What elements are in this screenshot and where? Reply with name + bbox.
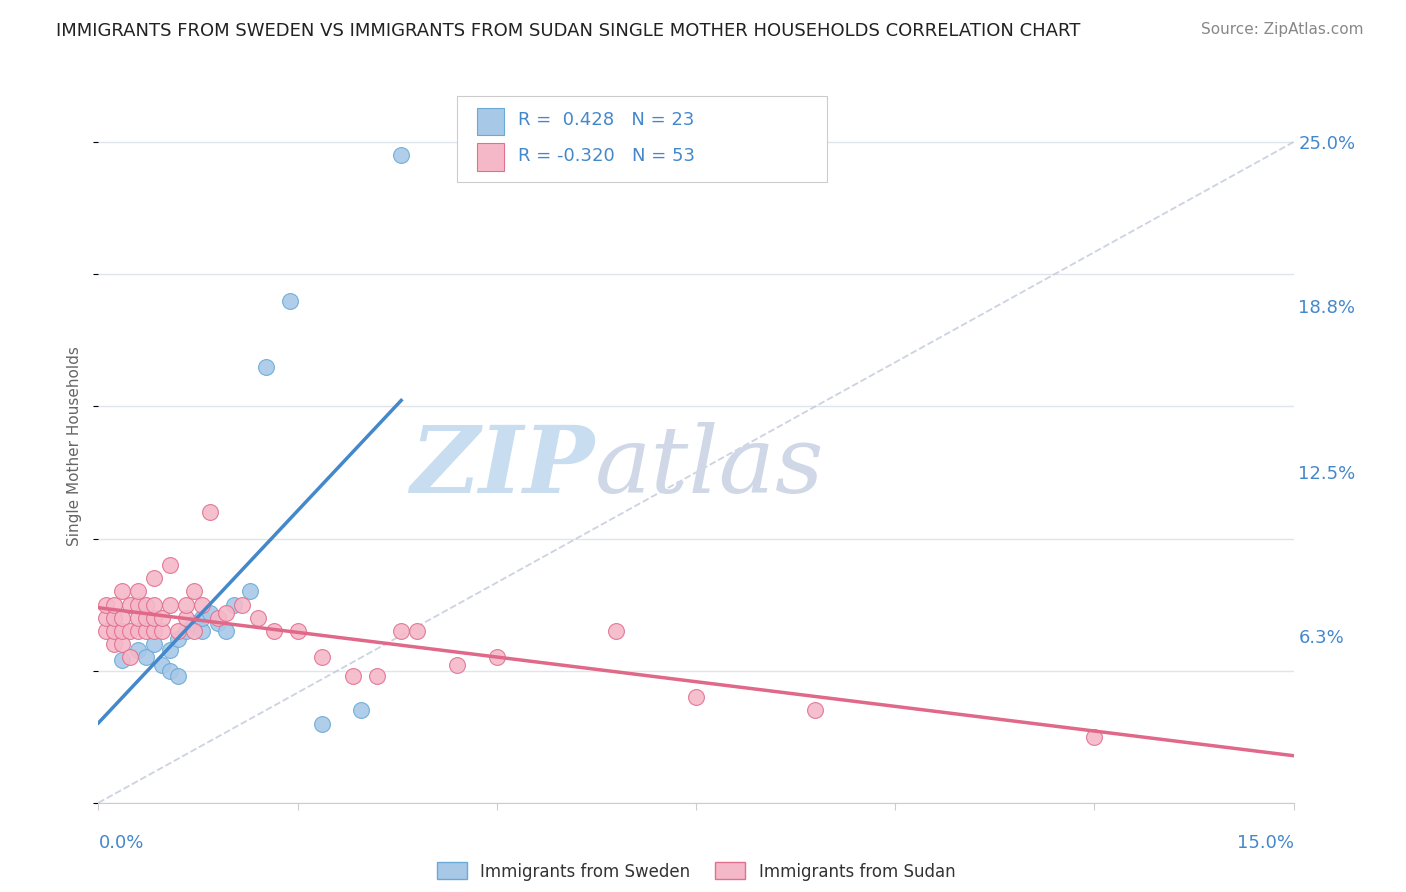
Point: [120, 650, 142, 665]
Point: [143, 611, 166, 625]
Point: [135, 624, 157, 638]
Point: [389, 148, 412, 162]
Point: [120, 598, 142, 612]
Point: [174, 624, 197, 638]
Point: [191, 598, 214, 612]
Point: [135, 650, 157, 665]
Point: [215, 624, 238, 638]
Point: [389, 624, 412, 638]
Point: [804, 703, 827, 717]
Text: R = -0.320   N = 53: R = -0.320 N = 53: [517, 146, 695, 165]
Point: [159, 598, 181, 612]
Point: [198, 606, 221, 620]
Text: 0.0%: 0.0%: [98, 834, 143, 852]
Point: [605, 624, 627, 638]
Point: [96, 598, 118, 612]
Point: [127, 598, 149, 612]
Point: [127, 611, 149, 625]
Text: atlas: atlas: [595, 423, 824, 512]
Point: [167, 632, 190, 646]
Point: [311, 716, 333, 731]
Legend: Immigrants from Sweden, Immigrants from Sudan: Immigrants from Sweden, Immigrants from …: [430, 855, 962, 888]
Text: IMMIGRANTS FROM SWEDEN VS IMMIGRANTS FROM SUDAN SINGLE MOTHER HOUSEHOLDS CORRELA: IMMIGRANTS FROM SWEDEN VS IMMIGRANTS FRO…: [56, 22, 1081, 40]
Point: [111, 624, 134, 638]
Point: [183, 616, 205, 631]
Point: [103, 624, 125, 638]
Point: [111, 637, 134, 651]
Point: [198, 505, 221, 519]
Point: [287, 624, 309, 638]
Point: [159, 642, 181, 657]
Point: [96, 611, 118, 625]
FancyBboxPatch shape: [457, 96, 827, 182]
Text: R =  0.428   N = 23: R = 0.428 N = 23: [517, 112, 695, 129]
Point: [150, 624, 173, 638]
Point: [183, 584, 205, 599]
Point: [135, 611, 157, 625]
Point: [167, 669, 190, 683]
Text: ZIP: ZIP: [411, 423, 595, 512]
Point: [111, 611, 134, 625]
Point: [167, 624, 190, 638]
FancyBboxPatch shape: [477, 108, 503, 136]
Point: [191, 611, 214, 625]
Point: [143, 598, 166, 612]
Point: [485, 650, 508, 665]
Point: [215, 606, 238, 620]
Point: [143, 637, 166, 651]
Point: [311, 650, 333, 665]
Point: [207, 611, 229, 625]
Point: [278, 293, 301, 308]
Point: [159, 558, 181, 572]
Point: [222, 598, 245, 612]
Text: Source: ZipAtlas.com: Source: ZipAtlas.com: [1201, 22, 1364, 37]
Point: [111, 584, 134, 599]
Point: [143, 571, 166, 585]
Point: [150, 611, 173, 625]
Point: [350, 703, 373, 717]
Point: [143, 624, 166, 638]
Point: [183, 624, 205, 638]
Point: [239, 584, 262, 599]
Point: [174, 611, 197, 625]
Point: [103, 611, 125, 625]
Point: [446, 658, 468, 673]
Point: [366, 669, 388, 683]
Point: [246, 611, 269, 625]
Point: [103, 598, 125, 612]
Point: [150, 658, 173, 673]
Point: [254, 359, 277, 374]
FancyBboxPatch shape: [477, 144, 503, 170]
Point: [231, 598, 253, 612]
Point: [342, 669, 364, 683]
Point: [103, 637, 125, 651]
Point: [685, 690, 707, 704]
Point: [120, 624, 142, 638]
Point: [127, 624, 149, 638]
Point: [191, 624, 214, 638]
Point: [406, 624, 429, 638]
Point: [127, 584, 149, 599]
Point: [127, 642, 149, 657]
Point: [1083, 730, 1105, 744]
Point: [135, 598, 157, 612]
Point: [207, 616, 229, 631]
Y-axis label: Single Mother Households: Single Mother Households: [67, 346, 83, 546]
Point: [96, 624, 118, 638]
Point: [174, 598, 197, 612]
Point: [263, 624, 285, 638]
Text: 15.0%: 15.0%: [1236, 834, 1294, 852]
Point: [159, 664, 181, 678]
Point: [111, 653, 134, 667]
